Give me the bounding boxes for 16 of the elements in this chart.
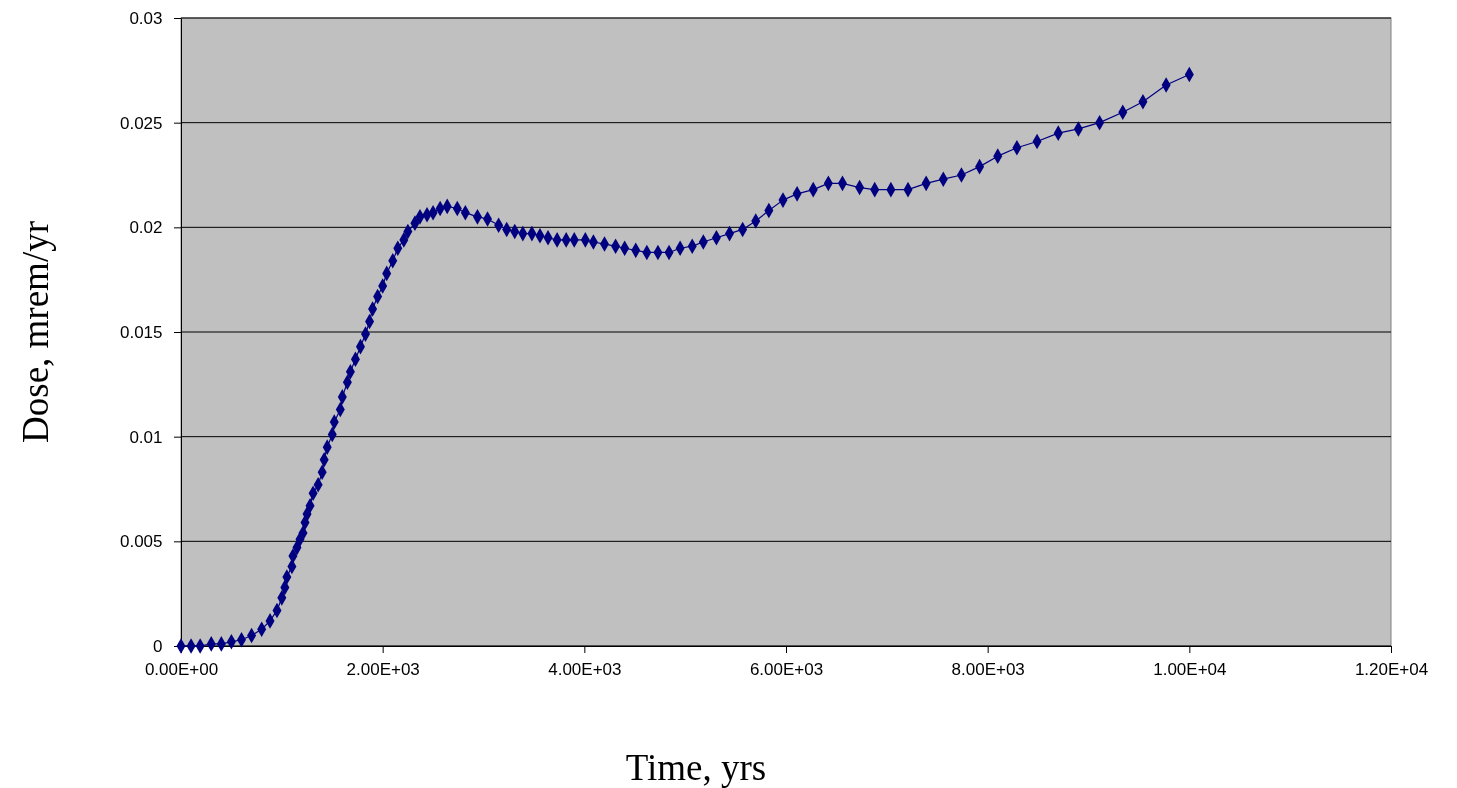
x-tick-label: 8.00E+03 bbox=[951, 659, 1025, 679]
x-tick-label: 1.20E+04 bbox=[1354, 659, 1429, 679]
y-tick-label: 0.02 bbox=[129, 218, 163, 238]
y-axis-title: Dose, mrem/yr bbox=[15, 221, 56, 443]
y-tick-label: 0.015 bbox=[119, 322, 163, 342]
y-tick-label: 0.005 bbox=[119, 532, 163, 552]
x-tick-label: 1.00E+04 bbox=[1153, 659, 1227, 679]
x-tick-label: 2.00E+03 bbox=[346, 659, 420, 679]
y-tick-label: 0.025 bbox=[119, 113, 163, 133]
x-tick-label: 6.00E+03 bbox=[749, 659, 824, 679]
x-tick-label: 0.00E+00 bbox=[144, 659, 219, 679]
x-tick-label: 4.00E+03 bbox=[548, 659, 622, 679]
x-axis-title: Time, yrs bbox=[625, 747, 767, 788]
y-tick-label: 0.03 bbox=[129, 8, 163, 28]
y-tick-label: 0.01 bbox=[129, 427, 163, 447]
y-tick-label: 0 bbox=[153, 636, 163, 656]
